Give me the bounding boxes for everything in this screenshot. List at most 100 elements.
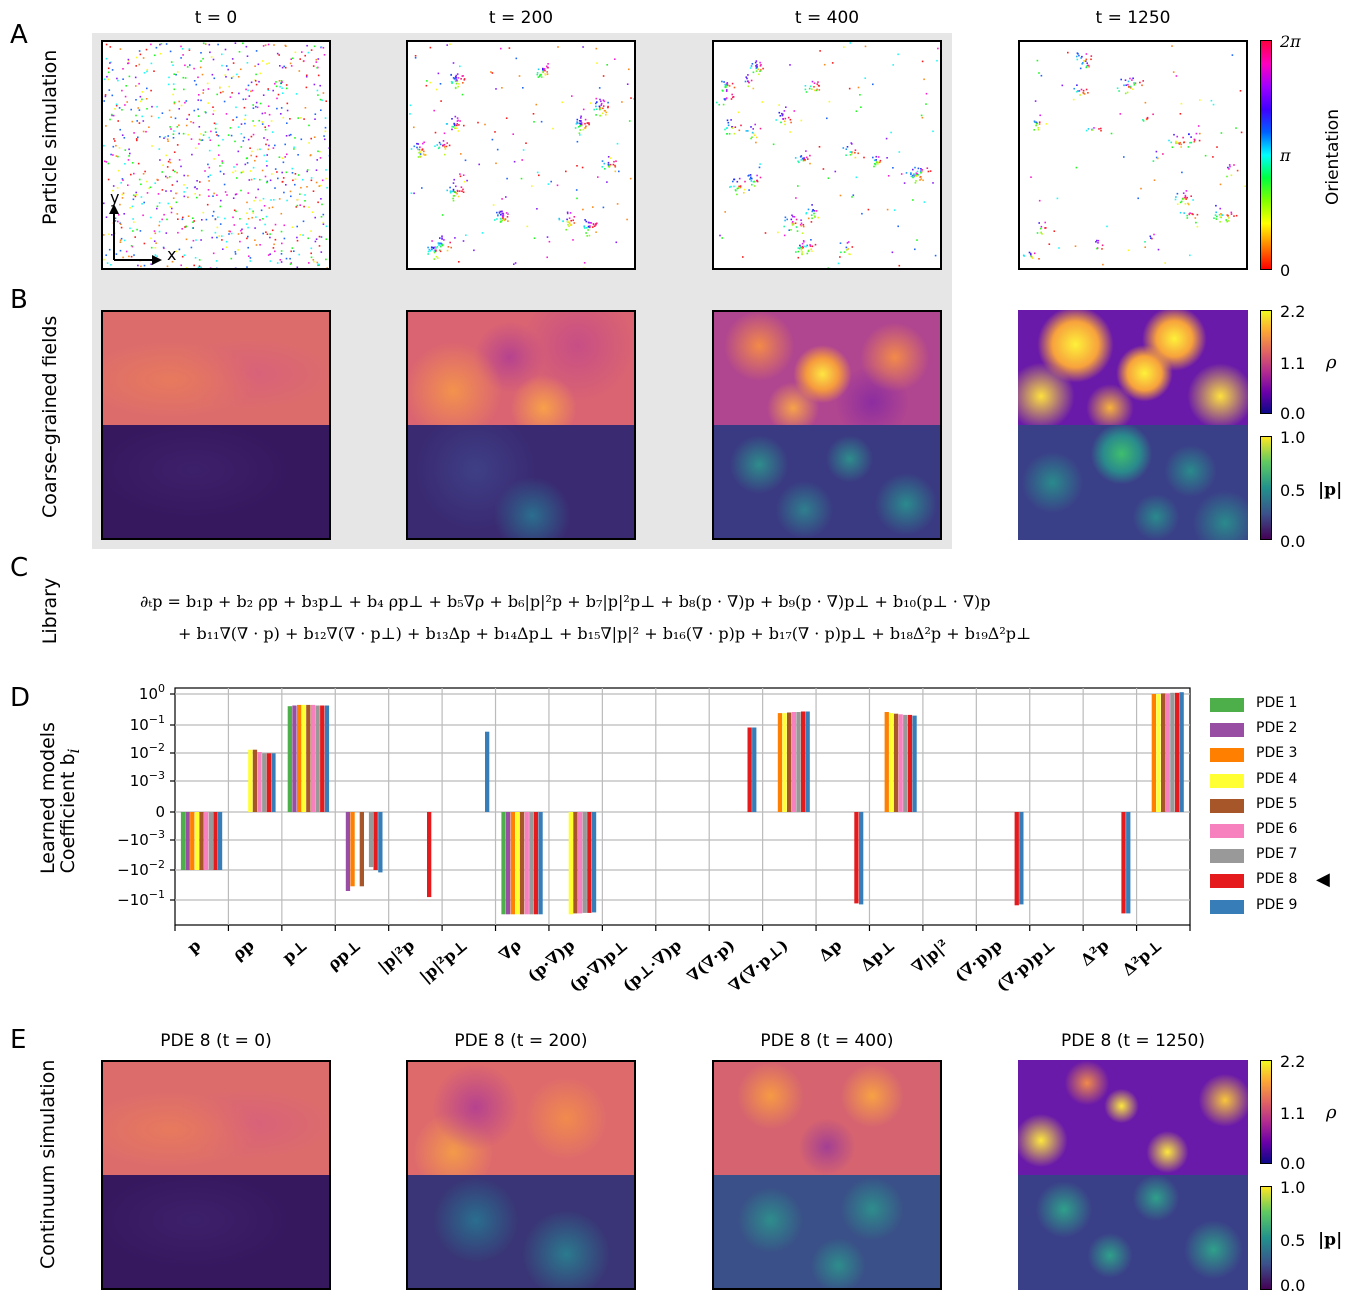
particle-dot	[194, 147, 197, 149]
particle-dot	[174, 117, 177, 120]
particle-dot	[1045, 123, 1048, 125]
particle-dot	[105, 216, 108, 218]
particle-dot	[169, 126, 171, 128]
p-colorbar-e	[1260, 1186, 1272, 1290]
particle-dot	[927, 170, 930, 173]
particle-dot	[263, 205, 266, 207]
particle-dot	[436, 246, 439, 248]
particle-dot	[299, 234, 301, 236]
particle-dot	[800, 159, 802, 161]
particle-dot	[922, 179, 924, 182]
particle-dot	[598, 105, 601, 108]
particle-dot	[435, 88, 438, 91]
particle-dot	[209, 51, 211, 54]
particle-dot	[533, 121, 535, 123]
particle-dot	[441, 238, 443, 240]
particle-dot	[813, 86, 815, 88]
particle-dot	[499, 221, 502, 223]
particle-dot	[328, 147, 329, 149]
particle-dot	[518, 75, 521, 77]
particle-dot	[114, 232, 116, 235]
particle-dot	[1067, 51, 1069, 54]
particle-dot	[176, 213, 179, 215]
particle-dot	[1219, 221, 1221, 223]
bar	[301, 704, 306, 812]
particle-dot	[167, 135, 169, 137]
particle-dot	[1179, 211, 1182, 214]
particle-dot	[414, 57, 417, 59]
particle-dot	[188, 48, 191, 50]
particle-dot	[202, 134, 205, 136]
particle-dot	[204, 111, 207, 113]
particle-dot	[260, 209, 263, 212]
particle-dot	[165, 190, 167, 192]
particle-dot	[244, 163, 247, 166]
particle-dot	[193, 264, 195, 267]
particle-dot	[521, 159, 523, 161]
particle-dot	[759, 163, 761, 165]
particle-dot	[315, 169, 318, 171]
particle-dot	[108, 248, 111, 251]
particle-dot	[130, 173, 132, 176]
particle-dot	[1214, 214, 1217, 216]
particle-dot	[584, 127, 587, 129]
particle-dot	[546, 73, 549, 75]
particle-dot	[1041, 233, 1043, 235]
particle-dot	[568, 221, 570, 224]
particle-dot	[184, 226, 186, 228]
particle-dot	[875, 159, 877, 161]
particle-dot	[128, 59, 130, 62]
particle-dot	[1053, 230, 1056, 232]
particle-dot	[131, 245, 134, 248]
particle-dot	[188, 49, 191, 51]
particle-dot	[144, 170, 146, 173]
particle-dot	[110, 113, 113, 116]
particle-dot	[271, 131, 274, 133]
particle-dot	[258, 119, 260, 122]
particle-dot	[818, 146, 821, 148]
particle-dot	[429, 250, 432, 252]
particle-dot	[200, 133, 202, 135]
particle-dot	[310, 49, 313, 51]
x-category-label: Δp	[815, 936, 845, 966]
particle-dot	[247, 226, 249, 229]
particle-dot	[599, 107, 602, 109]
particle-dot	[304, 200, 306, 202]
particle-dot	[456, 124, 458, 127]
particle-dot	[123, 239, 126, 242]
particle-dot	[306, 74, 308, 77]
particle-dot	[315, 58, 318, 61]
particle-dot	[185, 238, 188, 241]
particle-dot	[316, 261, 319, 264]
particle-dot	[738, 177, 741, 180]
particle-dot	[112, 185, 115, 187]
particle-dot	[544, 73, 546, 75]
particle-dot	[107, 178, 110, 181]
particle-dot	[200, 239, 202, 241]
particle-dot	[803, 157, 805, 159]
particle-dot	[580, 117, 582, 119]
particle-dot	[579, 134, 581, 136]
particle-dot	[1188, 213, 1190, 215]
particle-dot	[536, 171, 539, 174]
particle-dot	[736, 187, 739, 190]
particle-dot	[459, 173, 461, 175]
particle-dot	[130, 255, 133, 258]
particle-dot	[449, 241, 451, 244]
particle-dot	[915, 172, 918, 174]
particle-dot	[271, 206, 274, 209]
particle-dot	[107, 71, 110, 74]
particle-dot	[877, 161, 879, 164]
legend-label: PDE 5	[1256, 795, 1298, 812]
pde-title-400: PDE 8 (t = 400)	[760, 1031, 894, 1051]
particle-dot	[210, 130, 212, 133]
particle-dot	[513, 263, 515, 265]
particle-dot	[255, 216, 257, 218]
particle-dot	[847, 248, 849, 250]
particle-dot	[1228, 164, 1231, 166]
particle-dot	[1058, 247, 1060, 249]
particle-dot	[246, 62, 249, 64]
particle-dot	[212, 210, 215, 213]
particle-dot	[755, 70, 758, 72]
particle-dot	[792, 223, 795, 225]
